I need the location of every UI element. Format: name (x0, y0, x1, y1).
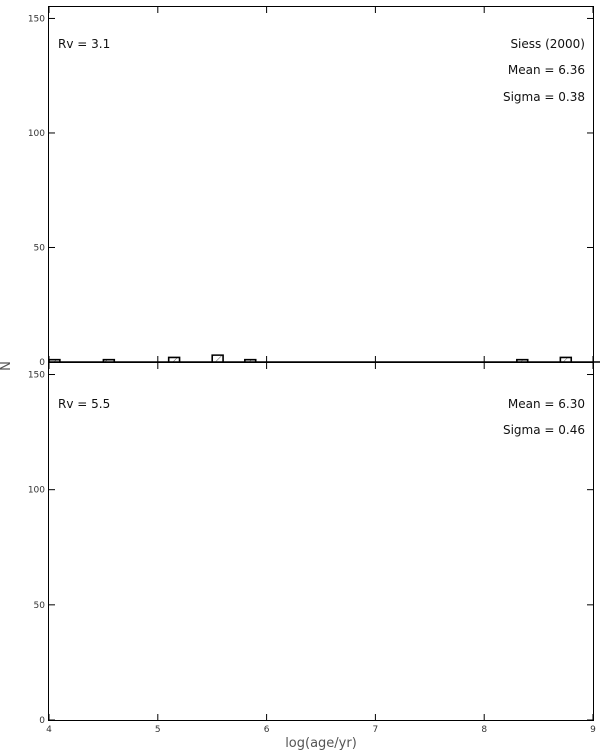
y-axis-title: N (0, 361, 14, 371)
y-tick-label: 150 (28, 371, 45, 381)
top-sigma-label: Sigma = 0.38 (503, 90, 585, 104)
bottom-sigma-label: Sigma = 0.46 (503, 423, 585, 437)
top-panel: 0 50 100 150 Rv = 3.1 Siess (2000) Mean = 6… (28, 6, 600, 368)
top-rv-label: Rv = 3.1 (58, 37, 110, 51)
x-tick-label: 8 (481, 725, 487, 735)
y-tick-label: 0 (39, 716, 45, 726)
y-tick-label: 50 (34, 601, 46, 611)
x-axis-title: log(age/yr) (285, 736, 357, 751)
bottom-rv-label: Rv = 5.5 (58, 397, 110, 411)
top-model-label: Siess (2000) (510, 37, 585, 51)
y-tick-label: 150 (28, 14, 45, 24)
bottom-mean-label: Mean = 6.30 (508, 397, 585, 411)
top-histogram-bars (48, 354, 600, 363)
x-tick-label: 7 (373, 725, 379, 735)
bottom-y-axis: 0 50 100 150 (28, 371, 593, 726)
x-tick-label: 4 (46, 725, 52, 735)
y-tick-label: 100 (28, 129, 45, 139)
y-tick-label: 0 (39, 358, 45, 368)
x-tick-label: 6 (264, 725, 270, 735)
y-tick-label: 100 (28, 486, 45, 496)
bottom-panel: 0 50 100 150 4 5 6 7 8 9 Rv = 5.5 Mean = 6.30 Si… (28, 362, 596, 735)
top-x-ticks (48, 7, 594, 362)
top-plot-frame (48, 6, 594, 363)
bottom-plot-frame (48, 362, 594, 721)
bottom-x-axis: 4 5 6 7 8 9 (46, 363, 596, 735)
x-tick-label: 5 (155, 725, 161, 735)
top-mean-label: Mean = 6.36 (508, 63, 585, 77)
x-tick-label: 9 (590, 725, 596, 735)
y-tick-label: 50 (34, 243, 46, 253)
